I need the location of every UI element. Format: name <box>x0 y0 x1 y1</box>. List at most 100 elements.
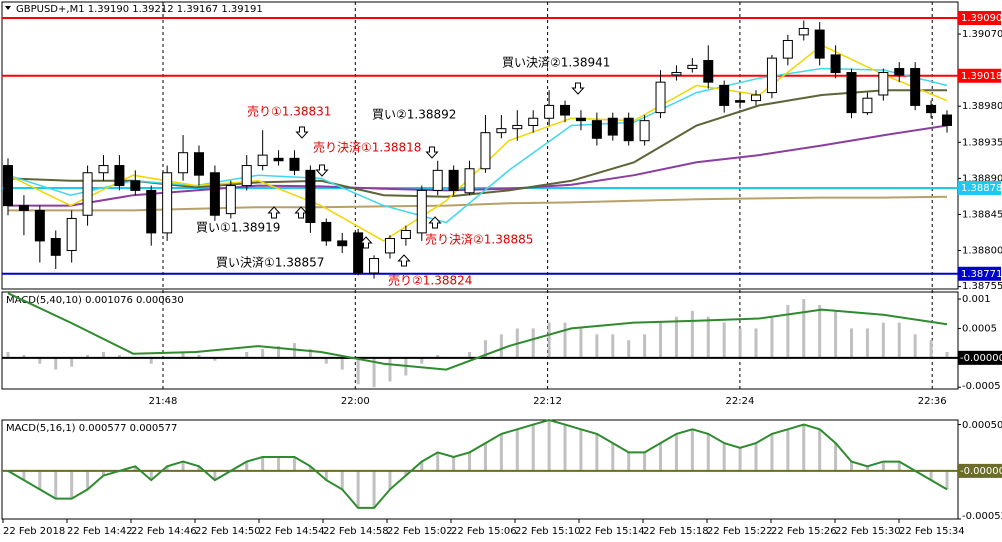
histogram-bar <box>945 351 949 358</box>
histogram-bar <box>515 429 519 471</box>
histogram-bar <box>149 470 153 481</box>
histogram-bar <box>627 452 631 471</box>
histogram-bar <box>133 466 137 471</box>
x-tick-label: 22 Feb 15:26 <box>771 526 837 537</box>
candle-body <box>894 68 905 76</box>
candle-body <box>448 169 459 191</box>
histogram-bar <box>770 433 774 471</box>
candle-body <box>766 57 777 94</box>
candle-body <box>384 237 395 254</box>
histogram-bar <box>627 340 631 358</box>
x-tick-label: 22 Feb 15:18 <box>643 526 709 537</box>
candle-body <box>193 152 204 176</box>
candle-body <box>671 72 682 76</box>
candle-body <box>400 229 411 239</box>
x-tick-label: 22 Feb 14:50 <box>195 526 261 537</box>
histogram-bar <box>483 340 487 358</box>
candle-body <box>82 172 93 216</box>
y-tick-label: 1.38755 <box>962 281 1002 292</box>
histogram-bar <box>754 443 758 471</box>
candle-body <box>178 152 189 174</box>
histogram-bar <box>70 357 74 367</box>
candle-body <box>146 189 157 234</box>
histogram-bar <box>722 322 726 358</box>
histogram-bar <box>499 334 503 358</box>
candle-body <box>591 120 602 139</box>
trade-annotation: 売り決済②1.38885 <box>425 232 533 247</box>
candle-body <box>321 221 332 242</box>
histogram-bar <box>945 470 949 490</box>
histogram-bar <box>308 349 312 358</box>
time-label: 22:12 <box>533 396 562 407</box>
histogram-bar <box>929 470 933 481</box>
y-tick-label: 1.38845 <box>962 209 1002 220</box>
level-box <box>958 350 1002 365</box>
x-tick-label: 22 Feb 14:42 <box>67 526 133 537</box>
price-level-label: 1.38878 <box>961 183 1002 194</box>
time-label: 22:00 <box>341 396 370 407</box>
histogram-bar <box>181 351 185 358</box>
histogram-bar <box>181 461 185 471</box>
signal-line <box>7 292 948 371</box>
histogram-bar <box>850 328 854 358</box>
x-tick-label: 22 Feb 15:22 <box>707 526 773 537</box>
histogram-bar <box>690 310 694 358</box>
histogram-bar <box>436 452 440 471</box>
histogram-bar <box>865 328 869 358</box>
time-label: 21:48 <box>149 396 178 407</box>
candle-body <box>655 81 666 114</box>
histogram-bar <box>388 357 392 382</box>
histogram-bar <box>308 466 312 471</box>
trade-annotation: 買い②1.38892 <box>372 108 456 122</box>
candle-body <box>416 189 427 234</box>
histogram-bar <box>770 316 774 358</box>
histogram-bar <box>6 351 10 358</box>
histogram-bar <box>340 470 344 490</box>
histogram-bar <box>54 357 58 370</box>
histogram-bar <box>468 351 472 358</box>
macd-panel <box>1 419 959 520</box>
histogram-bar <box>468 452 472 471</box>
candle-body <box>512 124 523 130</box>
histogram-bar <box>452 457 456 471</box>
histogram-bar <box>499 433 503 471</box>
histogram-bar <box>547 420 551 471</box>
histogram-bar <box>86 470 90 490</box>
price-level-box <box>958 68 1001 83</box>
candle-body <box>560 104 571 116</box>
y-tick-label: -0.000520 <box>962 511 1002 522</box>
histogram-bar <box>818 429 822 471</box>
y-tick-label: 1.38890 <box>962 173 1002 184</box>
histogram-bar <box>213 357 217 361</box>
histogram-bar <box>165 466 169 471</box>
time-label: 22:24 <box>725 396 754 407</box>
candle-body <box>751 94 762 102</box>
histogram-bar <box>786 429 790 471</box>
y-tick-label: 1.38800 <box>962 246 1002 257</box>
histogram-bar <box>738 447 742 471</box>
histogram-bar <box>388 470 392 490</box>
price-level-box <box>958 180 1001 195</box>
histogram-bar <box>881 461 885 471</box>
candle-body <box>273 157 284 162</box>
price-level-label: 1.38771 <box>961 269 1002 280</box>
histogram-bar <box>754 328 758 358</box>
candle-body <box>910 68 921 106</box>
histogram-bar <box>850 461 854 471</box>
level-label: -0.00000 <box>960 353 1002 364</box>
histogram-bar <box>245 351 249 358</box>
histogram-bar <box>404 470 408 476</box>
indicator-title: MACD(5,40,10) 0.001076 0.000630 <box>6 295 184 306</box>
candle-body <box>50 237 61 256</box>
x-tick-label: 22 Feb 14:46 <box>131 526 197 537</box>
y-tick-label: 0.001 <box>962 294 991 305</box>
histogram-bar <box>706 433 710 471</box>
histogram-bar <box>197 466 201 471</box>
histogram-bar <box>818 304 822 358</box>
level-label: -0.00000 <box>960 466 1002 477</box>
candle-body <box>480 132 491 170</box>
candle-body <box>528 117 539 126</box>
histogram-bar <box>213 470 217 481</box>
y-tick-label: -0.0005 <box>962 381 1001 392</box>
histogram-bar <box>54 470 58 499</box>
